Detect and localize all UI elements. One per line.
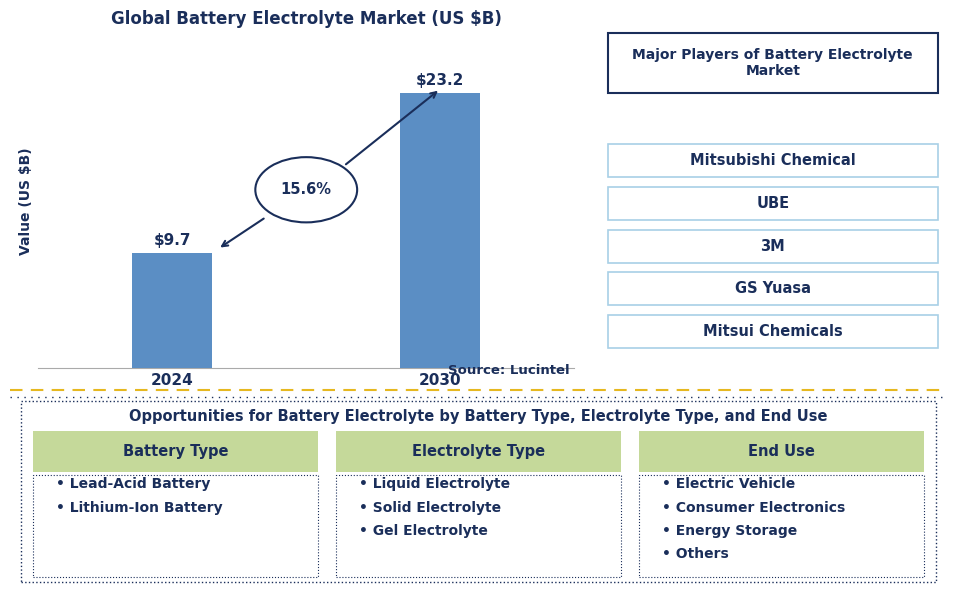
Bar	[400, 93, 480, 368]
Bar	[132, 253, 212, 368]
FancyBboxPatch shape	[608, 33, 938, 93]
Text: UBE: UBE	[756, 196, 790, 211]
FancyBboxPatch shape	[639, 431, 924, 472]
Text: Mitsubishi Chemical: Mitsubishi Chemical	[690, 154, 856, 168]
Text: Source: Lucintel: Source: Lucintel	[448, 364, 569, 377]
Ellipse shape	[256, 157, 357, 222]
Text: Mitsui Chemicals: Mitsui Chemicals	[702, 324, 843, 339]
FancyBboxPatch shape	[608, 187, 938, 220]
Text: • Lead-Acid Battery: • Lead-Acid Battery	[56, 477, 211, 491]
Text: Battery Type: Battery Type	[122, 444, 228, 459]
FancyBboxPatch shape	[33, 475, 318, 576]
Text: $23.2: $23.2	[416, 73, 464, 88]
Text: $9.7: $9.7	[153, 233, 191, 248]
Text: • Consumer Electronics: • Consumer Electronics	[662, 500, 845, 515]
FancyBboxPatch shape	[33, 431, 318, 472]
Text: • Electric Vehicle: • Electric Vehicle	[662, 477, 795, 491]
FancyBboxPatch shape	[608, 229, 938, 263]
Text: End Use: End Use	[748, 444, 815, 459]
Text: • Energy Storage: • Energy Storage	[662, 524, 797, 538]
Title: Global Battery Electrolyte Market (US $B): Global Battery Electrolyte Market (US $B…	[111, 11, 501, 28]
FancyBboxPatch shape	[336, 431, 621, 472]
Text: • Lithium-Ion Battery: • Lithium-Ion Battery	[56, 500, 223, 515]
FancyBboxPatch shape	[336, 475, 621, 576]
FancyBboxPatch shape	[639, 475, 924, 576]
Text: • Gel Electrolyte: • Gel Electrolyte	[359, 524, 488, 538]
Text: • Liquid Electrolyte: • Liquid Electrolyte	[359, 477, 510, 491]
Text: Major Players of Battery Electrolyte
Market: Major Players of Battery Electrolyte Mar…	[633, 48, 913, 78]
FancyBboxPatch shape	[608, 315, 938, 348]
Text: Opportunities for Battery Electrolyte by Battery Type, Electrolyte Type, and End: Opportunities for Battery Electrolyte by…	[129, 409, 828, 425]
FancyBboxPatch shape	[608, 272, 938, 305]
Y-axis label: Value (US $B): Value (US $B)	[19, 148, 33, 256]
Text: 15.6%: 15.6%	[280, 182, 332, 197]
FancyBboxPatch shape	[21, 401, 936, 582]
Text: • Solid Electrolyte: • Solid Electrolyte	[359, 500, 501, 515]
Text: Electrolyte Type: Electrolyte Type	[412, 444, 545, 459]
Text: • Others: • Others	[662, 547, 729, 561]
Text: GS Yuasa: GS Yuasa	[735, 281, 811, 296]
FancyBboxPatch shape	[608, 144, 938, 177]
Text: 3M: 3M	[761, 238, 785, 254]
